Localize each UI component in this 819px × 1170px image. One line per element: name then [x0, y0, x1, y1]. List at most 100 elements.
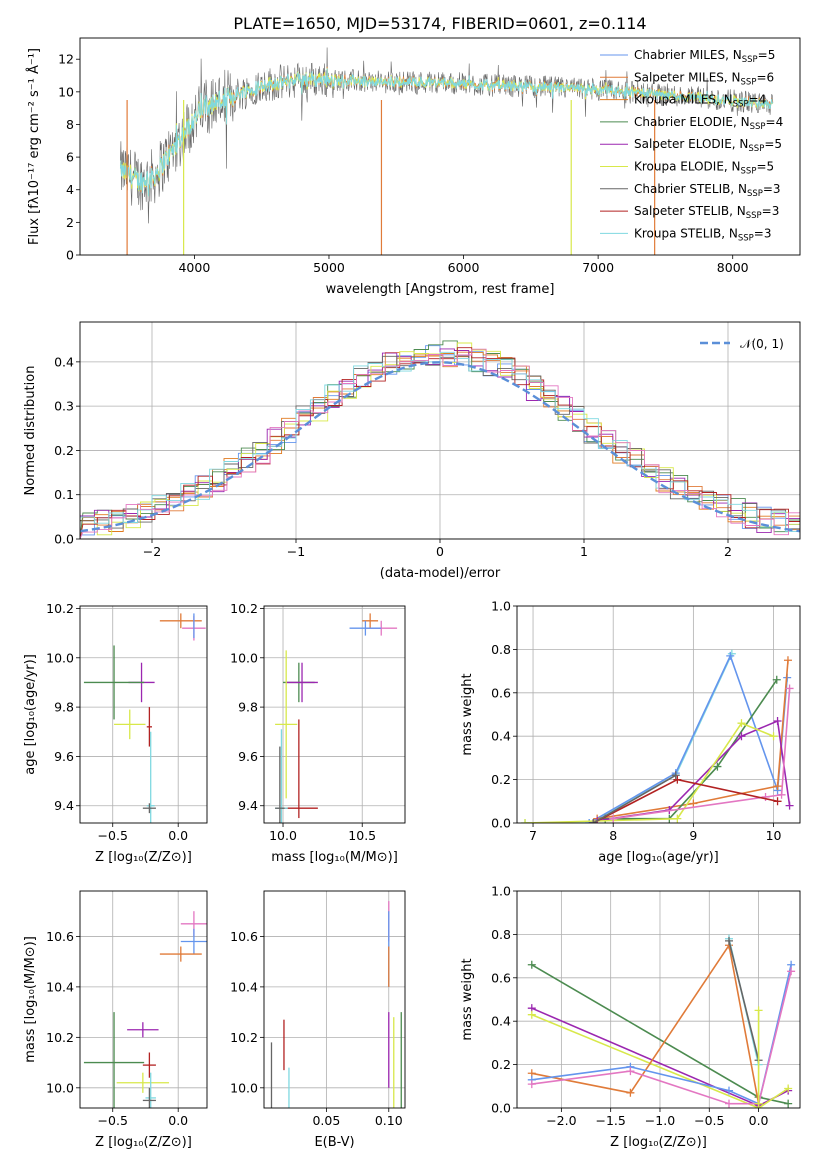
plot-area	[517, 606, 800, 823]
weight-point-marker	[626, 1067, 635, 1076]
weight-point-marker	[787, 967, 796, 976]
y-tick-label: 9.8	[238, 700, 258, 715]
legend-entry: Chabrier STELIB, NSSP=3	[634, 182, 781, 199]
x-tick-label: −0.5	[98, 828, 128, 843]
y-tick-label: 0.8	[491, 927, 511, 942]
x-axis-label: age [log₁₀(age/yr)]	[598, 850, 719, 865]
weight-series-line	[592, 774, 677, 823]
panel-z-vs-mass: −0.5 0.0 10.0 10.2 10.4 10.6 Z [log₁₀(Z/Z⊙)] ma…	[23, 890, 208, 1150]
weight-point-marker	[626, 1088, 635, 1097]
weight-series-line	[605, 679, 778, 820]
x-axis-label: Z [log₁₀(Z/Z⊙)]	[95, 850, 192, 865]
panel-z-vs-weight: −2.0 −1.5 −1.0 −0.5 0.0 0.0 0.2 0.4 0.6 0.8 1.0 Z […	[460, 884, 801, 1150]
legend-entry: Chabrier MILES, NSSP=5	[634, 48, 775, 65]
weight-point-marker	[784, 1099, 793, 1108]
residual-histogram	[80, 351, 800, 539]
x-axis-label: E(B-V)	[314, 1135, 354, 1150]
y-axis-label: age [log₁₀(age/yr)]	[23, 654, 38, 775]
legend-entry: 𝒩(0, 1)	[740, 337, 784, 351]
x-axis-label: wavelength [Angstrom, rest frame]	[326, 282, 555, 297]
weight-point-marker	[754, 1006, 763, 1015]
y-tick-label: 0.2	[491, 772, 511, 787]
x-tick-label: −0.5	[694, 1113, 724, 1128]
y-tick-label: 10.4	[230, 979, 258, 994]
y-axis-label: Normed distribution	[23, 366, 38, 496]
legend-entry: Kroupa MILES, NSSP=4	[634, 93, 766, 110]
x-tick-label: −0.5	[98, 1113, 128, 1128]
weight-series-line	[531, 1013, 789, 1108]
y-tick-label: 0.6	[491, 685, 511, 700]
y-tick-label: 10.0	[46, 1080, 74, 1095]
y-tick-label: 8	[66, 117, 74, 132]
y-tick-label: 0.8	[491, 642, 511, 657]
weight-point-marker	[725, 1099, 734, 1108]
x-tick-label: −1.5	[595, 1113, 625, 1128]
y-tick-label: 10.6	[46, 929, 74, 944]
weight-point-marker	[784, 1084, 793, 1093]
x-tick-label: 10	[766, 828, 782, 843]
weight-point-marker	[725, 936, 734, 945]
y-tick-label: 0.0	[54, 532, 74, 547]
x-tick-label: 5000	[313, 260, 345, 275]
y-tick-label: 9.8	[54, 700, 74, 715]
y-tick-label: 10.2	[46, 1030, 74, 1045]
x-tick-label: 0.0	[168, 828, 188, 843]
weight-series-line	[531, 943, 760, 1104]
y-tick-label: 10.6	[230, 929, 258, 944]
weight-point-marker	[737, 719, 746, 728]
x-tick-label: 0.05	[312, 1113, 340, 1128]
residual-histogram	[80, 348, 800, 539]
axes-frame	[79, 890, 208, 1109]
weight-point-marker	[726, 651, 735, 660]
weight-series-line	[524, 722, 774, 823]
weight-point-marker	[527, 960, 536, 969]
weight-point-marker	[725, 1086, 734, 1095]
weight-point-marker	[783, 656, 792, 665]
figure-title: PLATE=1650, MJD=53174, FIBERID=0601, z=0…	[233, 14, 646, 33]
weight-series-line	[525, 653, 733, 823]
legend-entry: Kroupa ELODIE, NSSP=5	[634, 160, 774, 177]
weight-series-line	[597, 660, 789, 820]
weight-point-marker	[585, 819, 594, 823]
weight-point-marker	[754, 1099, 763, 1108]
axes-frame	[516, 890, 801, 1109]
y-tick-label: 10.4	[46, 979, 74, 994]
x-tick-label: 7	[529, 828, 537, 843]
weight-point-marker	[609, 814, 618, 823]
x-tick-label: −1.0	[645, 1113, 675, 1128]
y-tick-label: 0.2	[491, 1057, 511, 1072]
gaussian-curve	[80, 361, 800, 533]
weight-point-marker	[785, 801, 794, 810]
x-tick-label: −1	[287, 544, 305, 559]
plot-area	[80, 891, 207, 1108]
x-tick-label: 10.5	[348, 828, 376, 843]
x-tick-label: 10.0	[269, 828, 297, 843]
panel-spectrum: 4000 5000 6000 7000 8000 0 2 4 6 8 10 12 wavelength …	[26, 37, 801, 297]
y-tick-label: 0	[66, 248, 74, 263]
legend-entry: Chabrier ELODIE, NSSP=4	[634, 115, 783, 132]
x-tick-label: 8000	[717, 260, 749, 275]
y-tick-label: 10.2	[230, 1030, 258, 1045]
plot-area	[119, 47, 774, 255]
weight-point-marker	[521, 819, 530, 823]
y-tick-label: 6	[66, 150, 74, 165]
weight-point-marker	[777, 790, 786, 799]
y-tick-label: 0.2	[54, 443, 74, 458]
panel-mass-vs-age: 10.0 10.5 9.4 9.6 9.8 10.0 10.2 mass [log₁₀(M/M…	[230, 601, 406, 865]
weight-point-marker	[527, 1080, 536, 1089]
plot-area	[517, 891, 800, 1108]
y-tick-label: 0.6	[491, 970, 511, 985]
y-tick-label: 9.6	[238, 749, 258, 764]
x-tick-label: 4000	[178, 260, 210, 275]
x-tick-label: 9	[689, 828, 697, 843]
y-tick-label: 1.0	[491, 599, 511, 614]
axes-frame	[79, 37, 801, 256]
y-axis-label: Flux [fλ10⁻¹⁷ erg cm⁻² s⁻¹ Å⁻¹]	[26, 48, 42, 245]
axes-frame	[263, 605, 406, 824]
y-tick-label: 2	[66, 215, 74, 230]
y-tick-label: 10.0	[46, 650, 74, 665]
x-tick-label: 0.0	[749, 1113, 769, 1128]
y-tick-label: 12	[58, 52, 74, 67]
y-tick-label: 1.0	[491, 884, 511, 899]
